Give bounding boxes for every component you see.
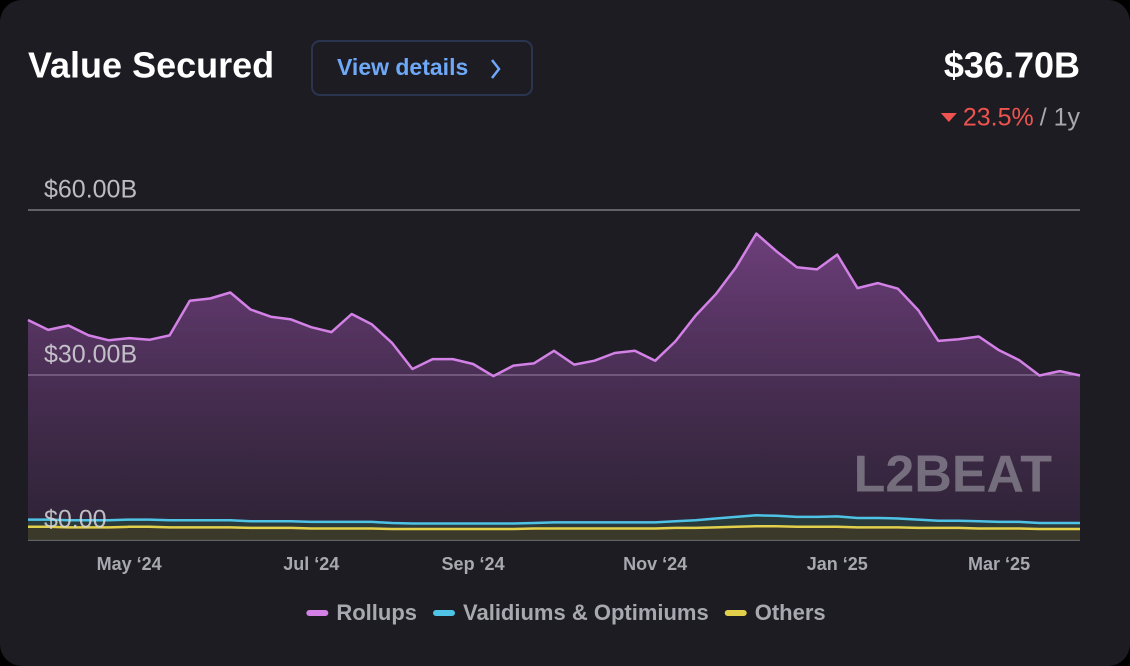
series-area (28, 233, 1080, 524)
x-tick-label: Sep ‘24 (442, 554, 505, 574)
x-tick-label: May ‘24 (97, 554, 162, 574)
legend-swatch (306, 610, 329, 616)
period: / 1y (1040, 104, 1081, 132)
legend-swatch (724, 610, 747, 616)
series-area (28, 526, 1080, 540)
plot (27, 209, 1081, 541)
y-tick-label: $60.00B (44, 176, 137, 204)
legend-label: Others (755, 600, 826, 625)
series-line (28, 514, 1080, 525)
down-arrow-icon (940, 113, 957, 122)
y-tick-label: $30.00B (44, 341, 137, 369)
x-tick-label: Mar ‘25 (968, 554, 1030, 574)
series-line (27, 232, 1081, 378)
series-line (28, 525, 1080, 531)
x-tick-label: Jan ‘25 (807, 554, 868, 574)
title: Value Secured (28, 45, 274, 86)
x-tick-label: Nov ‘24 (623, 554, 687, 574)
watermark: L2BEAT (854, 446, 1053, 504)
total-value: $36.70B (944, 45, 1080, 86)
button-label[interactable]: View details (337, 54, 468, 80)
legend-label: Rollups (336, 600, 417, 625)
y-tick-label: $0.00 (44, 506, 107, 534)
change-value: 23.5% (963, 104, 1034, 132)
x-tick-label: Jul ‘24 (283, 554, 339, 574)
button-border (311, 40, 533, 96)
legend-label: Validiums & Optimiums (463, 600, 709, 625)
view-details-button[interactable]: View details (311, 40, 533, 96)
chevron-icon (491, 59, 501, 79)
legend-swatch (433, 610, 456, 616)
legend: Rollups Validiums & Optimiums Others (306, 600, 826, 625)
